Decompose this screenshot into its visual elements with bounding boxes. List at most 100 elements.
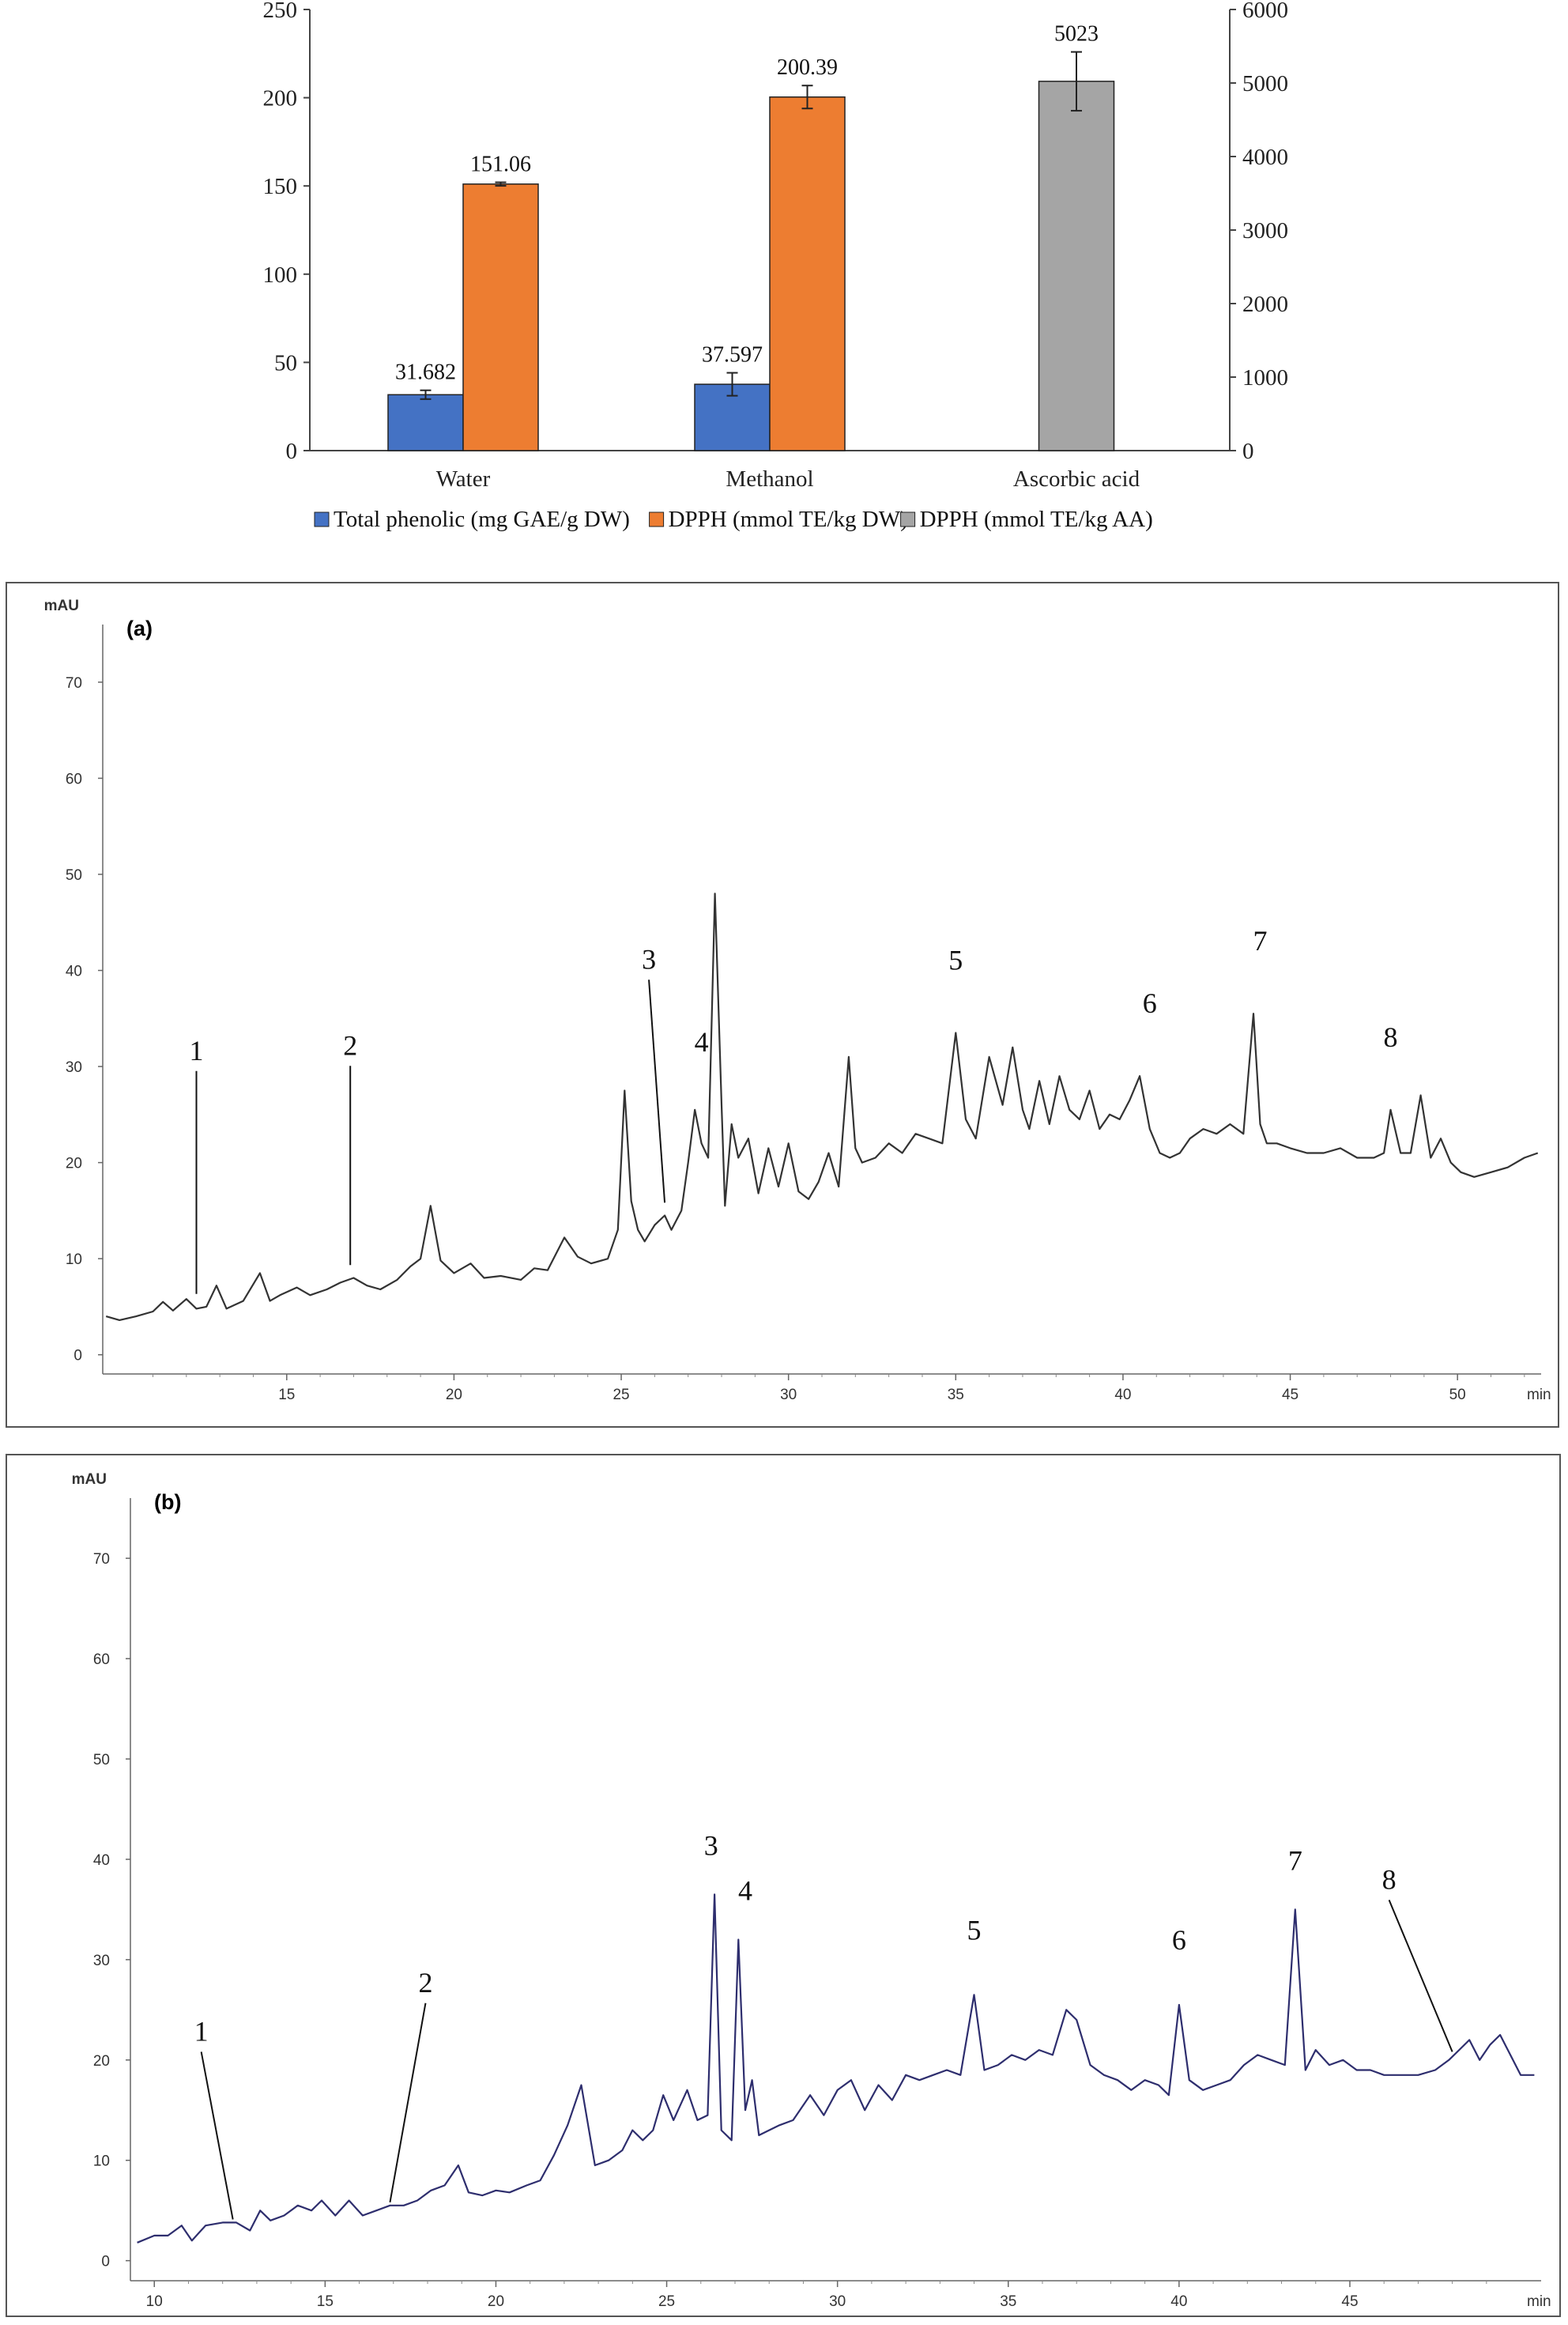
chromatogram-trace (105, 893, 1539, 1321)
bar-right-tick-label: 3000 (1242, 218, 1288, 243)
bar-chart-legend: Total phenolic (mg GAE/g DW) DPPH (mmol T… (314, 507, 1153, 532)
chrom-x-tick-label: 15 (278, 1387, 295, 1403)
bar-right-tick-label: 1000 (1242, 365, 1288, 391)
chrom-y-tick-label: 20 (66, 1156, 82, 1172)
panel-label: (a) (126, 617, 153, 640)
chrom-x-tick-label: 15 (317, 2293, 334, 2310)
peak-leader-line (648, 979, 666, 1203)
peak-label: 3 (642, 943, 656, 975)
panel-b-frame (6, 1454, 1561, 2317)
bar-category-label: Ascorbic acid (1013, 466, 1140, 492)
peak-label: 6 (1143, 987, 1157, 1019)
chrom-y-tick-label: 40 (93, 1852, 110, 1869)
bar-right-tick-label: 5000 (1242, 71, 1288, 96)
bar-chart: 0 50 100 150 200 250 0 1000 2000 3000 4000 5000 6000… (263, 0, 1289, 532)
bar (769, 96, 846, 451)
chrom-y-tick-label: 10 (66, 1251, 82, 1268)
chrom-y-tick-label: 50 (66, 867, 82, 884)
panel-a-peak-labels: 1 2 3 4 5 6 7 8 (190, 925, 1398, 1294)
chrom-x-tick-label: 35 (1000, 2293, 1016, 2310)
chrom-y-tick-label: 30 (66, 1059, 82, 1076)
peak-label: 2 (343, 1029, 357, 1061)
chrom-y-unit-label: mAU (72, 1471, 107, 1488)
peak-label: 2 (418, 1967, 432, 1999)
bar-left-tick-label: 150 (263, 174, 298, 199)
chrom-x-tick-label: 20 (488, 2293, 504, 2310)
chrom-y-tick-label: 60 (66, 771, 82, 787)
chrom-y-tick-label: 40 (66, 964, 82, 980)
chrom-y-unit-label: mAU (44, 598, 79, 614)
chrom-x-unit-label: min (1527, 2293, 1551, 2310)
chrom-y-tick-label: 60 (93, 1651, 110, 1668)
peak-label: 1 (194, 2015, 209, 2047)
legend-label: DPPH (mmol TE/kg AA) (920, 507, 1153, 532)
bar-data-label: 200.39 (777, 55, 838, 80)
panel-label: (b) (154, 1490, 181, 1514)
legend-swatch (314, 511, 330, 527)
panel-a-trace (105, 893, 1539, 1321)
bar-category-label: Methanol (726, 466, 813, 492)
legend-label: Total phenolic (mg GAE/g DW) (334, 507, 630, 532)
panel-a-frame (6, 582, 1559, 1428)
bar-right-tick-label: 2000 (1242, 292, 1288, 317)
peak-leader-line (200, 2051, 234, 2220)
legend-swatch (649, 511, 665, 527)
bar-left-tick-label: 200 (263, 86, 298, 111)
chrom-x-tick-label: 25 (612, 1387, 629, 1403)
bar-left-tick-label: 0 (286, 439, 298, 464)
chrom-y-tick-label: 50 (93, 1752, 110, 1768)
peak-label: 7 (1288, 1844, 1302, 1876)
panel-b-trace (137, 1893, 1535, 2244)
peak-leader-line (1388, 1900, 1453, 2052)
chromatogram-trace (137, 1893, 1535, 2244)
bar-category-label: Water (436, 466, 491, 492)
chrom-x-tick-label: 45 (1341, 2293, 1358, 2310)
chrom-y-tick-label: 70 (93, 1551, 110, 1568)
bar-chart-axes: 0 50 100 150 200 250 0 1000 2000 3000 4000 5000 6000… (263, 0, 1289, 492)
chrom-y-tick-label: 0 (101, 2254, 110, 2270)
chrom-x-unit-label: min (1527, 1387, 1551, 1403)
chrom-x-tick-label: 40 (1114, 1387, 1131, 1403)
chrom-x-tick-label: 30 (829, 2293, 846, 2310)
bar (1038, 81, 1115, 451)
bar (462, 183, 539, 451)
bar-right-tick-label: 6000 (1242, 0, 1288, 23)
peak-leader-line (389, 2002, 427, 2202)
bar-left-tick-label: 250 (263, 0, 298, 23)
chrom-x-tick-label: 10 (146, 2293, 163, 2310)
chrom-y-tick-label: 30 (93, 1953, 110, 1969)
chrom-x-tick-label: 25 (658, 2293, 675, 2310)
peak-label: 4 (738, 1874, 752, 1906)
bar-left-tick-label: 50 (274, 350, 297, 376)
bar (387, 394, 464, 451)
peak-label: 8 (1382, 1863, 1396, 1895)
legend-label: DPPH (mmol TE/kg DW) (669, 507, 908, 532)
panel-b-peak-labels: 1 2 34 5 6 7 8 (194, 1829, 1453, 2220)
bar-data-label: 151.06 (470, 153, 531, 177)
legend-swatch (900, 511, 916, 527)
chrom-x-tick-label: 20 (446, 1387, 462, 1403)
peak-label: 5 (948, 945, 963, 976)
bar-chart-marks: 31.682 151.06 37.597 200.39 5023 (387, 22, 1115, 451)
chrom-x-tick-label: 40 (1170, 2293, 1187, 2310)
peak-label: 1 (190, 1035, 204, 1066)
peak-label: 3 (704, 1829, 718, 1861)
bar-right-tick-label: 4000 (1242, 145, 1288, 170)
peak-label: 5 (967, 1914, 982, 1946)
chrom-y-tick-label: 20 (93, 2053, 110, 2070)
peak-label: 7 (1253, 925, 1267, 957)
chrom-y-tick-label: 0 (74, 1348, 82, 1364)
chrom-x-tick-label: 30 (780, 1387, 797, 1403)
peak-label: 4 (695, 1026, 709, 1058)
bar-data-label: 5023 (1054, 22, 1099, 47)
bar-left-tick-label: 100 (263, 262, 298, 288)
chrom-x-tick-label: 35 (948, 1387, 964, 1403)
peak-label: 6 (1172, 1924, 1186, 1956)
chrom-x-tick-label: 50 (1449, 1387, 1466, 1403)
chrom-x-tick-label: 45 (1282, 1387, 1298, 1403)
chrom-y-tick-label: 70 (66, 675, 82, 692)
